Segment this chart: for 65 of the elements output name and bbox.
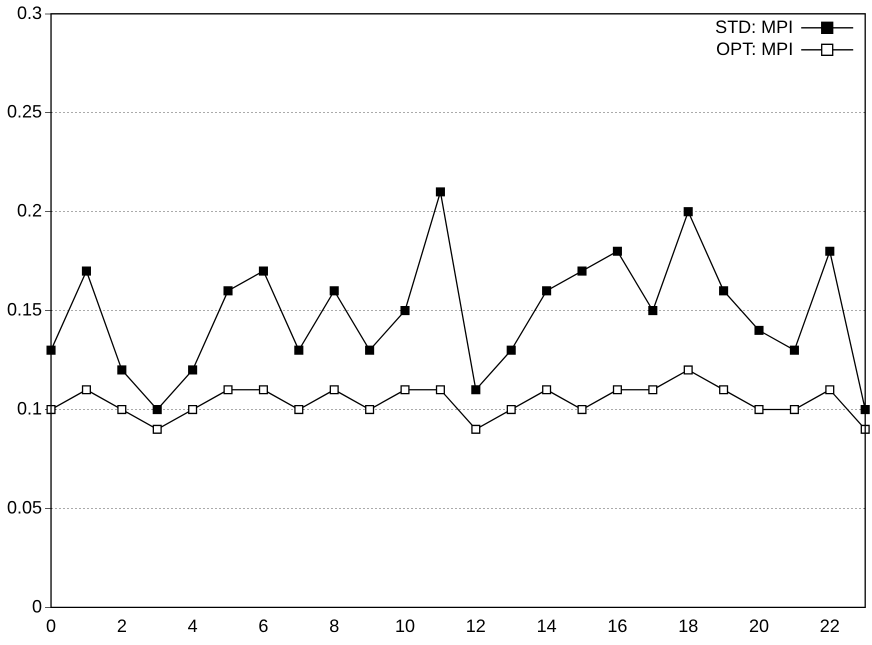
x-tick-label: 2 bbox=[116, 616, 127, 636]
point bbox=[542, 286, 552, 296]
point bbox=[612, 246, 622, 256]
point bbox=[648, 385, 658, 394]
point bbox=[330, 286, 339, 296]
point bbox=[577, 404, 587, 414]
point bbox=[825, 385, 834, 394]
x-tick-label: 20 bbox=[748, 616, 770, 636]
x-tick-label: 8 bbox=[329, 616, 340, 636]
point bbox=[506, 404, 516, 414]
point bbox=[400, 385, 410, 394]
point bbox=[294, 404, 304, 414]
point bbox=[117, 404, 126, 414]
legend-label: OPT: MPI bbox=[716, 38, 794, 59]
point bbox=[258, 266, 268, 276]
point bbox=[684, 207, 693, 216]
point bbox=[152, 404, 162, 414]
point bbox=[471, 424, 480, 434]
legend-label: STD: MPI bbox=[715, 16, 794, 37]
point bbox=[223, 286, 233, 296]
point bbox=[117, 365, 126, 374]
x-tick-label: 14 bbox=[536, 616, 557, 636]
point bbox=[754, 404, 764, 414]
point bbox=[82, 385, 91, 394]
point bbox=[648, 306, 658, 316]
point bbox=[436, 385, 445, 394]
point bbox=[719, 385, 728, 394]
point bbox=[188, 404, 198, 414]
y-tick-label: 0.2 bbox=[17, 200, 42, 221]
point bbox=[365, 346, 374, 355]
point bbox=[506, 346, 516, 355]
x-tick-label: 0 bbox=[46, 616, 56, 636]
x-tick-label: 16 bbox=[607, 616, 628, 636]
point bbox=[400, 306, 410, 316]
point bbox=[223, 385, 233, 394]
y-tick-label: 0 bbox=[32, 596, 42, 616]
point bbox=[330, 385, 339, 394]
point bbox=[542, 385, 552, 394]
point bbox=[436, 187, 445, 196]
point bbox=[294, 346, 304, 355]
point bbox=[612, 385, 622, 394]
point bbox=[82, 266, 91, 276]
point bbox=[577, 266, 587, 276]
point bbox=[471, 385, 480, 394]
y-tick-label: 0.3 bbox=[17, 2, 42, 23]
y-tick-label: 0.1 bbox=[17, 398, 42, 418]
x-tick-label: 22 bbox=[820, 616, 840, 636]
point bbox=[684, 365, 693, 374]
x-tick-label: 6 bbox=[258, 616, 268, 636]
x-tick-label: 12 bbox=[466, 616, 486, 636]
point bbox=[258, 385, 268, 394]
x-tick-label: 18 bbox=[678, 616, 698, 636]
y-tick-label: 0.15 bbox=[6, 300, 42, 320]
point bbox=[152, 424, 162, 434]
point bbox=[825, 246, 834, 256]
point bbox=[188, 365, 198, 374]
x-tick-label: 10 bbox=[395, 616, 416, 636]
x-tick-label: 4 bbox=[188, 616, 198, 636]
point bbox=[365, 404, 374, 414]
y-tick-label: 0.05 bbox=[6, 497, 42, 518]
point bbox=[790, 404, 799, 414]
point bbox=[790, 346, 799, 355]
point bbox=[719, 286, 728, 296]
y-tick-label: 0.25 bbox=[6, 102, 42, 122]
point bbox=[754, 326, 764, 335]
